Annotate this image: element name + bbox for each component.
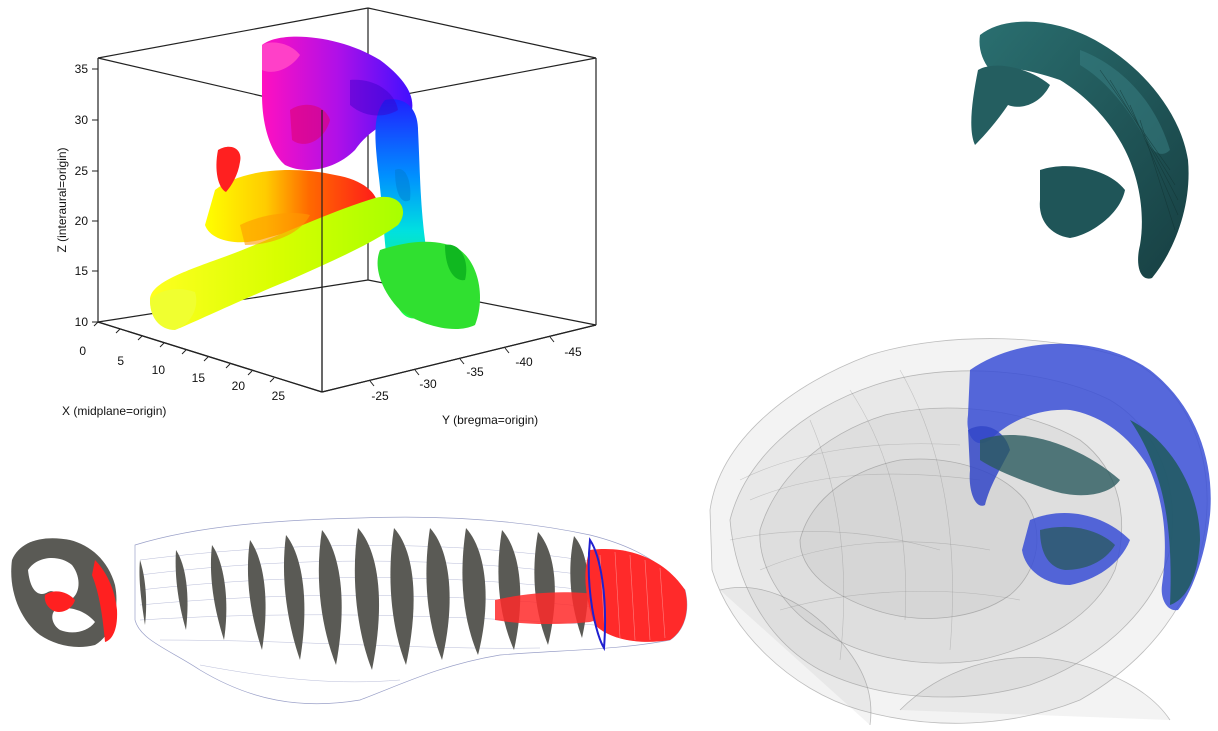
y-axis: -25 -30 -35 -40 -45 Y (bregma=origin) [369,336,582,427]
y-tick-label: -45 [564,345,582,359]
structure-green-lobe [377,241,480,330]
highlighted-region [495,549,687,642]
z-tick-label: 25 [75,164,89,178]
z-tick-label: 35 [75,62,89,76]
3d-plot-panel: 10 15 20 25 30 35 Z (interaural=origin) … [55,7,597,427]
z-tick-label: 15 [75,264,89,278]
z-tick-label: 10 [75,315,89,329]
overlay-render [709,338,1211,726]
z-tick-label: 20 [75,214,89,228]
current-section-marker [587,537,607,652]
x-tick-label: 20 [232,379,246,393]
serial-sections-render [11,516,688,705]
y-tick-label: -30 [419,377,437,391]
x-tick-label: 10 [152,363,166,377]
single-section-slice [11,538,118,647]
teal-structure-body [979,21,1189,279]
x-tick-label: 0 [79,344,86,358]
y-axis-label: Y (bregma=origin) [442,413,538,427]
z-tick-label: 30 [75,113,89,127]
y-tick-label: -40 [515,355,533,369]
rendered-structure [150,36,480,330]
x-tick-label: 15 [192,371,206,385]
x-axis-label: X (midplane=origin) [62,404,166,418]
blue-overlay-structure [967,343,1211,611]
structure-yellow-limb [150,196,404,329]
x-axis: 0 5 10 15 20 25 X (midplane=origin) [62,321,286,418]
x-tick-label: 5 [117,354,124,368]
teal-structure-render [971,21,1189,279]
z-axis-label: Z (interaural=origin) [55,147,69,252]
translucent-lines [729,369,1021,661]
z-axis: 10 15 20 25 30 35 Z (interaural=origin) [55,62,98,329]
x-tick-label: 25 [272,389,286,403]
y-tick-label: -35 [466,365,484,379]
y-tick-label: -25 [371,389,389,403]
